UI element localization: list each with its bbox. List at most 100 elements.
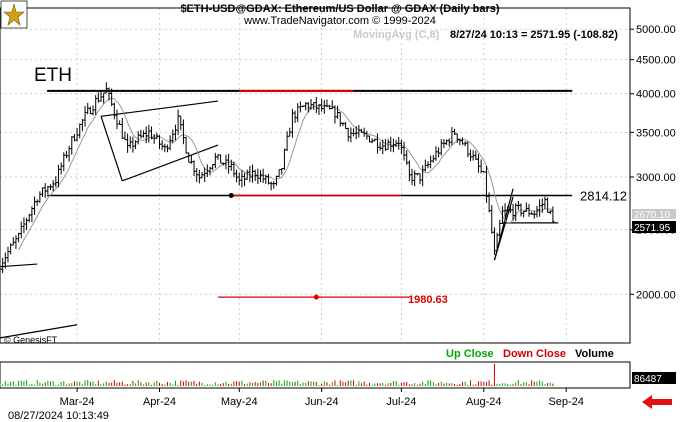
price-bar — [421, 165, 425, 187]
price-bar — [70, 136, 74, 155]
price-bar — [136, 131, 140, 145]
price-bar — [476, 153, 480, 173]
y-tick-label: 3500.00 — [636, 127, 676, 139]
level-label-1980: 1980.63 — [408, 294, 448, 306]
price-bar — [179, 115, 183, 131]
scroll-left-arrow-icon[interactable] — [642, 395, 672, 409]
price-bar — [314, 96, 318, 114]
price-bar — [405, 150, 409, 165]
tradenavigator-logo — [0, 0, 28, 29]
price-bar — [522, 210, 526, 218]
price-bar — [43, 183, 47, 198]
price-bar — [86, 102, 90, 115]
price-bar — [88, 106, 92, 115]
price-bar — [227, 154, 231, 174]
prev-price-flag — [632, 209, 676, 219]
price-bar — [216, 154, 220, 160]
price-bar — [163, 143, 167, 153]
price-bar — [272, 181, 276, 189]
price-bar — [131, 136, 135, 153]
price-bar — [461, 137, 465, 145]
price-bar — [370, 138, 374, 144]
price-bar — [367, 135, 371, 143]
price-bar — [25, 217, 29, 231]
price-bar — [243, 172, 247, 187]
price-bar — [336, 105, 340, 119]
price-bar — [344, 121, 348, 129]
price-bar — [418, 173, 422, 185]
x-axis: Mar-24 Apr-24 May-24 Jun-24 Jul-24 Aug-24 Sep-… — [60, 388, 584, 408]
y-tick-label: 4500.00 — [636, 55, 676, 67]
price-bar — [11, 237, 15, 246]
price-bar — [189, 155, 193, 164]
price-bar — [439, 139, 443, 156]
price-bar — [211, 164, 215, 171]
price-panel-frame — [0, 7, 631, 344]
price-bar — [453, 128, 457, 135]
y-tick-label: 4000.00 — [636, 89, 676, 101]
level-label-2814: 2814.12 — [580, 188, 627, 203]
price-bar — [128, 136, 132, 149]
legend-volume: Volume — [575, 348, 614, 360]
price-bar — [290, 108, 294, 138]
price-bar — [213, 152, 217, 169]
price-bar — [253, 169, 257, 182]
legend-up-close: Up Close — [446, 348, 494, 360]
price-bar — [78, 123, 82, 139]
price-bar — [91, 105, 95, 116]
price-bar — [490, 205, 494, 234]
price-bar — [434, 146, 438, 161]
price-bar — [516, 201, 520, 210]
y-tick-label: 2000.00 — [636, 289, 676, 301]
price-bar — [59, 162, 63, 175]
price-bar — [346, 127, 350, 142]
support-marker — [228, 192, 234, 198]
price-bar — [445, 139, 449, 145]
last-price-flag-text: 2571.95 — [634, 223, 671, 234]
price-bar — [413, 170, 417, 187]
price-bar — [67, 145, 71, 162]
price-bar — [282, 148, 286, 171]
price-bar — [49, 184, 53, 190]
price-bar — [229, 159, 233, 171]
price-bar — [397, 136, 401, 150]
price-bar — [123, 131, 127, 141]
price-bar — [269, 181, 273, 191]
price-bar — [54, 176, 58, 188]
price-bar — [548, 210, 552, 215]
volume-flag-text: 86487 — [634, 374, 662, 385]
x-tick-label: Jun-24 — [305, 396, 339, 408]
annotation-layer — [0, 89, 573, 339]
price-bar — [102, 92, 106, 104]
price-bar — [551, 206, 555, 224]
y-tick-label: 5000.00 — [636, 24, 676, 36]
level-marker-1980 — [313, 294, 319, 300]
x-tick-label: Mar-24 — [60, 396, 95, 408]
price-bar — [139, 129, 143, 139]
price-bar — [301, 105, 305, 108]
price-bar — [296, 103, 300, 123]
price-bar — [429, 155, 433, 169]
price-bar — [1, 257, 5, 274]
price-bar — [530, 211, 534, 215]
y-tick-label: 3000.00 — [636, 172, 676, 184]
price-bar — [450, 126, 454, 146]
price-bar — [27, 213, 31, 223]
price-bar — [205, 164, 209, 178]
chart-title: ETH — [34, 65, 72, 86]
price-bar — [160, 140, 164, 150]
chart-header-title: $ETH-USD@GDAX: Ethereum/US Dollar @ GDAX… — [180, 3, 499, 15]
legend-down-close: Down Close — [503, 348, 566, 360]
price-bar — [224, 154, 228, 170]
volume-flag — [632, 372, 676, 384]
price-bar — [293, 110, 297, 123]
price-bar — [437, 147, 441, 158]
price-bar — [322, 100, 326, 114]
price-bar — [41, 187, 45, 198]
price-bar — [46, 185, 50, 195]
moving-average-series — [18, 97, 554, 251]
price-bar — [383, 138, 387, 151]
price-bar — [469, 149, 473, 162]
price-bar — [508, 205, 512, 214]
price-bar — [83, 106, 87, 127]
